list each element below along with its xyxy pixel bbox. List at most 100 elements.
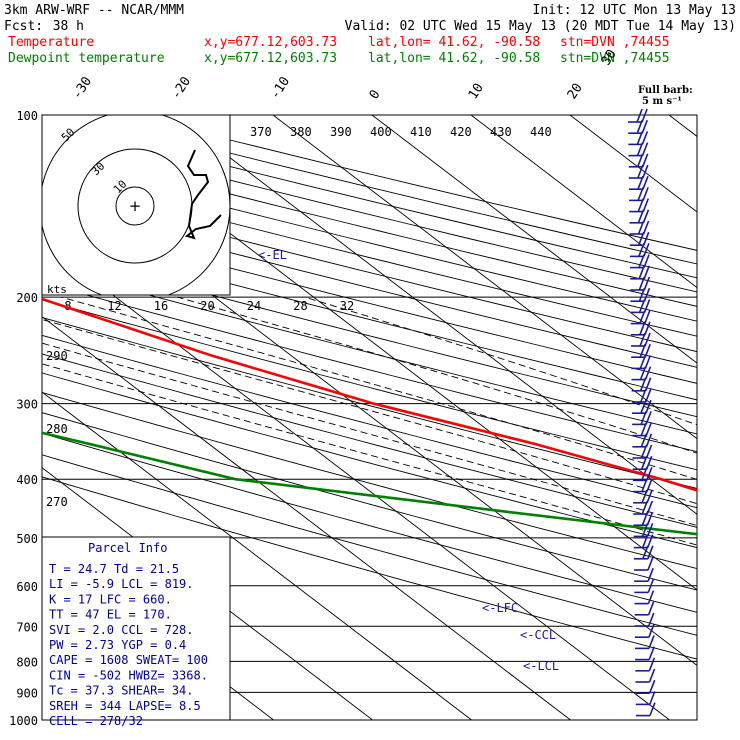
wind-barb — [635, 702, 656, 717]
init-time: Init: 12 UTC Mon 13 May 13 — [533, 3, 737, 18]
wind-barb — [629, 209, 650, 224]
isotherm-20 — [569, 115, 697, 213]
theta-label-440: 440 — [530, 125, 552, 139]
dry-adiabat-260 — [42, 454, 697, 636]
wind-barb — [628, 164, 649, 179]
speed-tick-8: 8 — [64, 299, 71, 313]
dry-adiabat-280 — [42, 412, 697, 591]
speed-tick-24: 24 — [247, 299, 261, 313]
isotherm--70 — [42, 391, 472, 720]
isotherm--10 — [272, 115, 697, 440]
pressure-label-900: 900 — [16, 686, 38, 700]
legend-dewpoint: Dewpoint temperature — [8, 51, 165, 66]
isotherm--60 — [42, 315, 571, 720]
speed-tick-labels: 8 12 16 20 24 28 32 — [64, 299, 354, 313]
pressure-label-500: 500 — [16, 532, 38, 546]
wind-barb — [630, 310, 651, 325]
parcel-info-title: Parcel Info — [88, 541, 167, 555]
parcel-info-row: CIN = -502 HWBZ= 3368. — [49, 668, 208, 682]
isotherm-label-10: 10 — [466, 81, 487, 102]
wind-barb — [633, 511, 654, 527]
wind-barb — [628, 142, 649, 157]
wind-barb — [629, 187, 649, 202]
wind-barb — [634, 623, 655, 639]
wind-barb — [633, 500, 654, 515]
theta-label-430: 430 — [490, 125, 512, 139]
wind-barb — [630, 321, 651, 336]
wind-barb — [634, 601, 655, 616]
parcel-info-row: SVI = 2.0 CCL = 728. — [49, 623, 194, 637]
wind-barb — [629, 198, 650, 213]
marker-el: <-EL — [258, 248, 287, 262]
side-theta-labels: 290 280 270 — [46, 349, 68, 509]
dewpoint-profile — [42, 431, 697, 536]
parcel-info-panel: Parcel Info T = 24.7 Td = 21.5LI = -5.9 … — [41, 536, 231, 728]
marker-lcl: <-LCL — [523, 659, 559, 673]
isotherm-0 — [371, 115, 697, 364]
side-theta-label-290: 290 — [46, 349, 68, 363]
hodograph-units: kts — [47, 283, 67, 296]
moist-adiabats — [42, 296, 697, 546]
speed-tick-12: 12 — [107, 299, 121, 313]
wind-barb — [635, 679, 656, 695]
dry-adiabat-320 — [42, 334, 697, 509]
wind-barb — [631, 355, 652, 370]
theta-label-370: 370 — [250, 125, 272, 139]
temp-station: stn=DVN ,74455 — [560, 35, 670, 50]
theta-label-400: 400 — [370, 125, 392, 139]
wind-barb — [631, 399, 652, 415]
dry-adiabat-340 — [42, 299, 697, 471]
wind-barb — [635, 668, 656, 683]
wind-barb — [634, 567, 654, 583]
wind-barb — [635, 635, 655, 650]
parcel-info-row: CAPE = 1608 SWEAT= 100 — [49, 653, 208, 667]
legend-temperature: Temperature — [8, 35, 94, 50]
side-theta-label-270: 270 — [46, 495, 68, 509]
theta-label-420: 420 — [450, 125, 472, 139]
wind-barbs — [628, 108, 656, 717]
dry-adiabat-250 — [42, 476, 697, 660]
model-title: 3km ARW-WRF -- NCAR/MMM — [4, 3, 184, 18]
hodograph-center-mark: + — [129, 197, 142, 215]
isotherm-label-m20: -20 — [169, 74, 194, 102]
isotherm-30 — [668, 115, 697, 137]
pressure-label-300: 300 — [16, 398, 38, 412]
parcel-info-row: LI = -5.9 LCL = 819. — [49, 577, 194, 591]
pressure-label-600: 600 — [16, 580, 38, 594]
dry-adiabat-270 — [42, 432, 697, 613]
wind-barb — [631, 366, 652, 381]
isotherm-label-20: 20 — [565, 81, 586, 102]
wind-barb — [632, 478, 653, 493]
parcel-info-row: K = 17 LFC = 660. — [49, 592, 172, 606]
wind-barb — [628, 119, 648, 134]
moist-adiabat-30 — [304, 296, 697, 426]
isotherm-label-30: 30 — [599, 47, 620, 68]
moist-adiabat-26 — [177, 296, 697, 454]
wind-barb — [634, 556, 654, 571]
dry-adiabat-400 — [42, 203, 697, 368]
speed-tick-32: 32 — [340, 299, 354, 313]
isotherm-10 — [470, 115, 697, 289]
parcel-info-row: CELL = 278/32 — [49, 714, 143, 728]
wind-barb — [635, 657, 656, 672]
wind-barb — [632, 422, 652, 437]
wind-barb — [630, 276, 651, 291]
barb-legend-title: Full barb: — [638, 85, 693, 96]
dry-adiabat-390 — [42, 218, 697, 384]
plot-frame — [41, 114, 698, 721]
wind-barb — [631, 343, 651, 359]
valid-time: Valid: 02 UTC Wed 15 May 13 (20 MDT Tue … — [345, 19, 736, 34]
hodograph-inset: + 50 30 10 kts — [41, 114, 231, 296]
dew-xy: x,y=677.12,603.73 — [204, 51, 337, 66]
wind-barb — [632, 433, 653, 448]
theta-label-380: 380 — [290, 125, 312, 139]
barb-legend-value: 5 m s⁻¹ — [642, 96, 682, 107]
wind-barb — [630, 287, 651, 303]
wind-barb — [633, 534, 654, 549]
hodograph-trace — [184, 149, 222, 240]
wind-barb — [635, 691, 656, 706]
forecast-hours: 38 h — [53, 19, 84, 34]
side-theta-label-280: 280 — [46, 422, 68, 436]
marker-lfc: <-LFC — [482, 601, 518, 615]
wind-barb — [632, 411, 652, 426]
